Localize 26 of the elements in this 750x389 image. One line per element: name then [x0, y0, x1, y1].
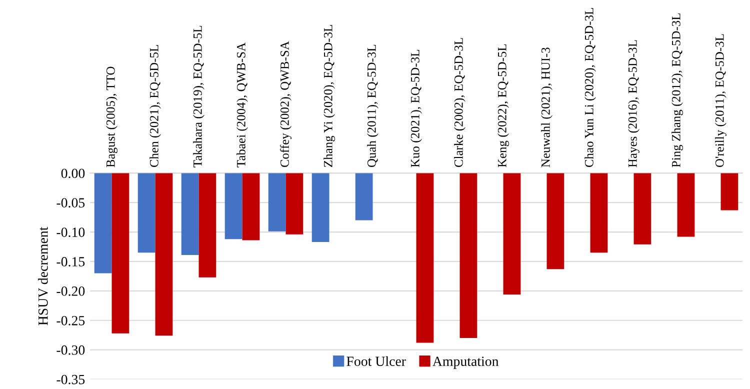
y-tick-label: 0.00	[61, 168, 85, 178]
x-tick-label: Zhang Yi (2020), EQ-5D-3L	[324, 25, 335, 167]
x-tick-label: Keng (2022), EQ-5D-5L	[498, 44, 509, 168]
legend-label: Foot Ulcer	[346, 356, 406, 366]
x-tick-label: Bagust (2005), TTO	[106, 66, 118, 168]
y-tick-label: -0.25	[56, 316, 85, 326]
x-tick-label: Neuwahl (2021), HUI-3	[541, 48, 552, 168]
legend-label: Amputation	[432, 356, 499, 369]
x-tick-label: Chao Yun Li (2020), EQ-5D-3L	[584, 8, 596, 168]
x-tick-label: Quah (2011), EQ-5D-3L	[367, 44, 378, 168]
x-tick-label: Clarke (2002), EQ-5D-3L	[454, 38, 466, 168]
x-tick-label: Tabaei (2004), QWB-SA	[236, 42, 248, 168]
y-tick-label: -0.15	[56, 257, 85, 266]
x-tick-label: Coffey (2002), QWB-SA	[280, 41, 292, 168]
y-tick-label: -0.10	[56, 228, 85, 238]
x-tick-label: Chen (2021), EQ-5D-5L	[150, 45, 161, 168]
x-tick-label: Kuo (2021), EQ-5D-3L	[410, 50, 422, 168]
x-tick-label: O'reilly (2011), EQ-5D-3L	[715, 34, 726, 168]
y-axis-title: HSUV decrement	[38, 226, 48, 326]
x-tick-label: Takahara (2019), EQ-5D-5L	[193, 26, 204, 168]
y-tick-label: -0.30	[56, 345, 85, 355]
y-tick-label: -0.35	[56, 374, 85, 384]
x-tick-label: Hayes (2016), EQ-5D-3L	[628, 40, 640, 168]
y-tick-label: -0.05	[56, 198, 85, 208]
y-tick-label: -0.20	[56, 286, 85, 296]
x-tick-label: Ping Zhang (2012), EQ-5D-3L	[672, 13, 683, 168]
